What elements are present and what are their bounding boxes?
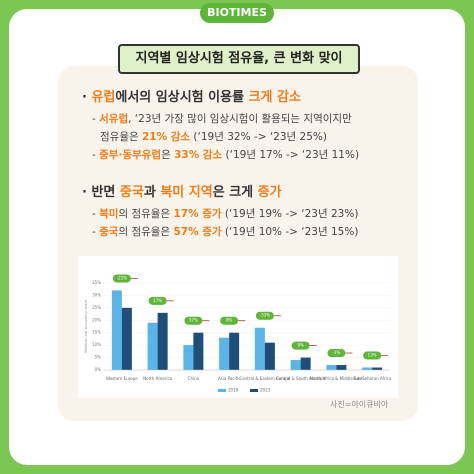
x-tick-label: North America xyxy=(143,376,173,381)
x-tick-label: Western Europe xyxy=(106,376,138,381)
text-segment: 17% 증가 xyxy=(173,208,222,220)
text-segment: 증가 xyxy=(257,185,282,200)
bullet-line: - 중부·동부유럽은 33% 감소 (‘19년 17% -> ‘23년 11%) xyxy=(92,147,412,162)
text-segment: 점유율은 xyxy=(100,131,142,143)
text-segment: · 반면 xyxy=(82,185,120,200)
legend-label: 2019 xyxy=(228,388,239,393)
text-segment: (‘19년 10% -> ‘23년 15%) xyxy=(221,226,359,238)
y-tick-label: 30% xyxy=(92,292,101,297)
bullet-line: - 서유럽, ‘23년 가장 많이 임상시험이 활용되는 지역이지만 xyxy=(92,111,412,126)
text-segment: 의 점유율은 xyxy=(118,208,174,220)
y-tick-label: 5% xyxy=(95,355,102,360)
text-segment: 57% 증가 xyxy=(173,226,222,238)
x-tick-label: Central & Eastern Europe xyxy=(239,376,290,381)
bar xyxy=(290,360,301,370)
text-segment: 은 xyxy=(161,149,175,161)
x-tick-label: China xyxy=(188,376,200,381)
bar xyxy=(193,332,204,370)
text-segment: - xyxy=(92,149,100,161)
text-segment: 과 xyxy=(143,185,161,200)
text-segment: 북미 xyxy=(99,208,119,220)
change-badge xyxy=(184,316,203,325)
bar xyxy=(229,332,240,370)
title: 지역별 임상시험 점유율, 큰 변화 맞이 xyxy=(118,44,360,74)
text-segment: (‘19년 19% -> ‘23년 23%) xyxy=(221,208,359,220)
change-badge xyxy=(327,349,346,358)
bullet-line: - 북미의 점유율은 17% 증가 (‘19년 19% -> ‘23년 23%) xyxy=(92,206,412,221)
bar xyxy=(264,342,275,370)
bar xyxy=(157,312,168,370)
text-segment: - xyxy=(92,226,100,238)
bar xyxy=(121,307,132,370)
brand: BIOTIMES xyxy=(200,3,274,23)
change-badge xyxy=(291,341,310,350)
badge-label: 13% xyxy=(368,353,377,358)
change-badge xyxy=(148,296,167,305)
text-segment: 의 점유율은 xyxy=(118,226,174,238)
text-segment: 북미 지역 xyxy=(160,185,213,200)
badge-label: -1% xyxy=(332,350,340,355)
bullet-line: - 중국의 점유율은 57% 증가 (‘19년 10% -> ‘23년 15%) xyxy=(92,224,412,239)
text-segment: (‘19년 32% -> ‘23년 25%) xyxy=(190,131,327,143)
bar xyxy=(147,322,158,370)
x-tick-label: Central & South America xyxy=(276,376,326,381)
bar xyxy=(336,365,347,370)
text-segment: - xyxy=(92,208,100,220)
change-badge xyxy=(255,311,274,320)
badge-label: 9% xyxy=(297,343,304,348)
change-badge xyxy=(112,274,131,283)
text-segment: 에서의 임상시험 이용률 xyxy=(115,90,249,105)
bar xyxy=(111,290,122,370)
x-tick-label: North Africa & Middle East xyxy=(310,376,363,381)
badge-label: 17% xyxy=(153,298,162,303)
chart: Relative trial occupancy share 0% 5% 10% 15%… xyxy=(78,256,398,398)
bar xyxy=(372,367,383,370)
bar xyxy=(254,327,265,370)
section: · 유럽에서의 임상시험 이용률 크게 감소 - 서유럽, ‘23년 가장 많이 … xyxy=(82,86,412,165)
badge-label: -33% xyxy=(260,313,271,318)
text-segment: 중국 xyxy=(119,185,144,200)
y-axis-label: Relative trial occupancy share xyxy=(84,300,88,353)
y-tick-label: 35% xyxy=(92,280,101,285)
text-segment: , ‘23년 가장 많이 임상시험이 활용되는 지역이지만 xyxy=(128,113,352,125)
bar xyxy=(219,337,230,370)
bar xyxy=(362,367,373,370)
text-segment: 중국 xyxy=(99,226,119,238)
legend-swatch xyxy=(250,389,258,392)
text-segment: - xyxy=(92,113,100,125)
caption: 사진=아이큐비아 xyxy=(330,400,389,409)
text-segment: 중부·동부유럽 xyxy=(99,149,162,161)
text-segment: 유럽 xyxy=(91,90,116,105)
y-tick-label: 20% xyxy=(92,317,101,322)
badge-label: 8% xyxy=(226,318,233,323)
badge-label: 57% xyxy=(189,318,198,323)
text-segment: 33% 감소 xyxy=(174,149,223,161)
bar xyxy=(183,345,194,370)
change-badge xyxy=(220,316,239,325)
text-segment: (‘19년 17% -> ‘23년 11%) xyxy=(222,149,360,161)
section: · 반면 중국과 북미 지역은 크게 증가 - 북미의 점유율은 17% 증가 (… xyxy=(82,181,412,242)
y-tick-label: 15% xyxy=(92,330,101,335)
y-tick-label: 25% xyxy=(92,305,101,310)
text-segment: · xyxy=(82,90,92,105)
text-segment: 은 크게 xyxy=(212,185,258,200)
section-heading: · 반면 중국과 북미 지역은 크게 증가 xyxy=(82,181,412,200)
x-tick-label: Sub-Saharan Africa xyxy=(353,376,392,381)
bullet-line: 점유율은 21% 감소 (‘19년 32% -> ‘23년 25%) xyxy=(100,129,412,144)
x-tick-label: Asia Pacific xyxy=(218,376,240,381)
legend-label: 2023 xyxy=(260,388,271,393)
change-badge xyxy=(363,351,382,360)
bar xyxy=(326,365,337,370)
text-segment: 서유럽 xyxy=(99,113,129,125)
badge-label: -21% xyxy=(117,275,128,280)
y-tick-label: 0% xyxy=(95,367,102,372)
legend-swatch xyxy=(218,389,226,392)
text-segment: 21% 감소 xyxy=(141,131,191,143)
bar xyxy=(300,357,311,370)
text-segment: 크게 감소 xyxy=(248,90,301,105)
y-tick-label: 10% xyxy=(92,342,101,347)
section-heading: · 유럽에서의 임상시험 이용률 크게 감소 xyxy=(82,86,412,105)
